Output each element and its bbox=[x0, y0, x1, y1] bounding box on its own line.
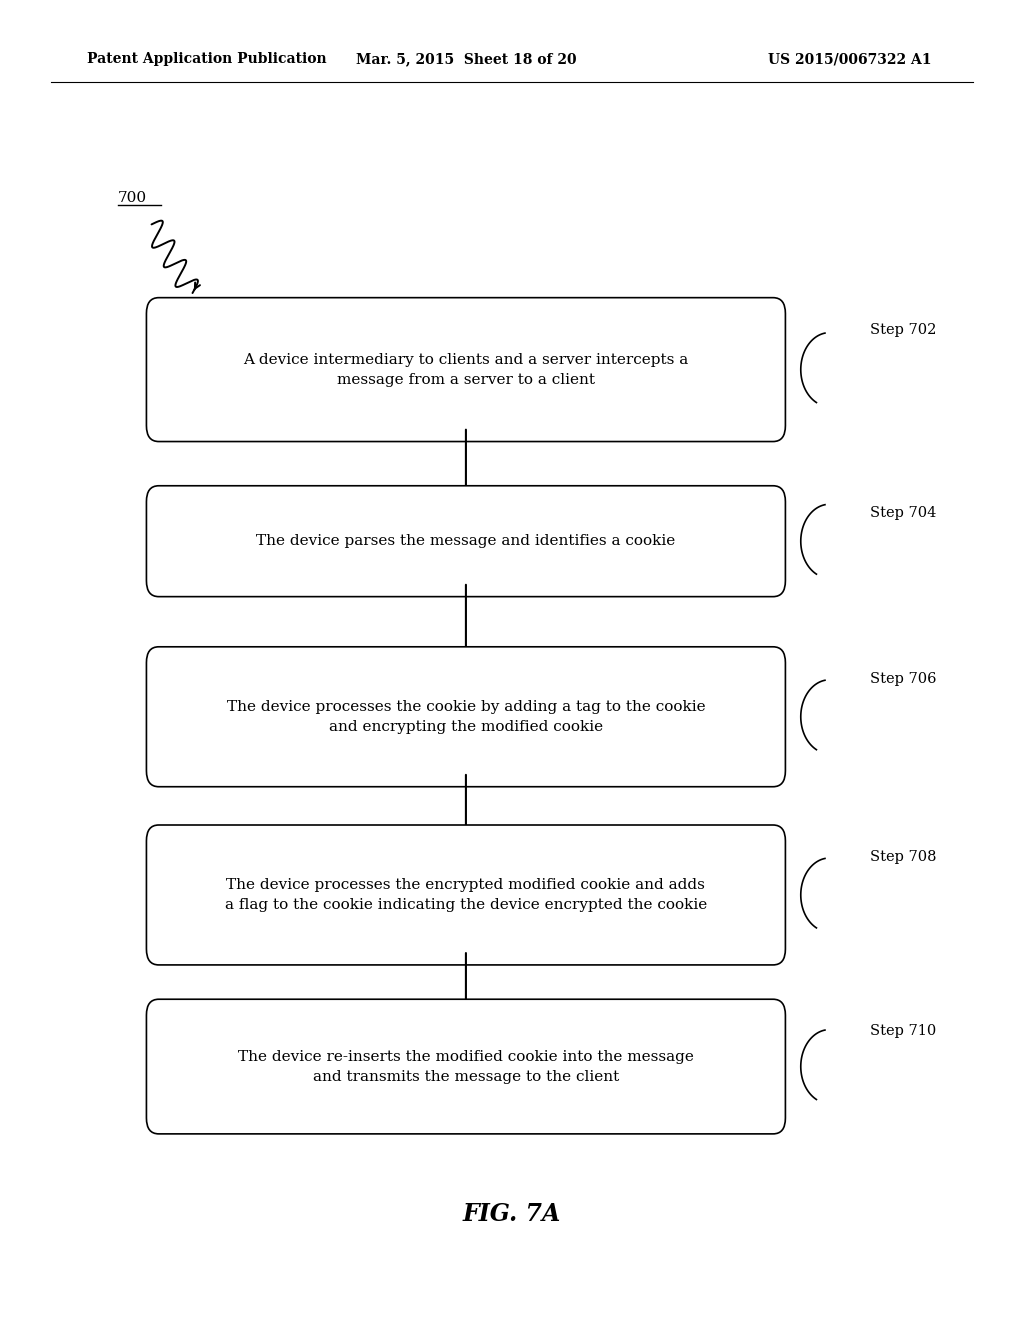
Text: Step 706: Step 706 bbox=[870, 672, 937, 686]
FancyBboxPatch shape bbox=[146, 825, 785, 965]
Text: The device processes the cookie by adding a tag to the cookie
and encrypting the: The device processes the cookie by addin… bbox=[226, 700, 706, 734]
Text: Mar. 5, 2015  Sheet 18 of 20: Mar. 5, 2015 Sheet 18 of 20 bbox=[355, 53, 577, 66]
Text: Patent Application Publication: Patent Application Publication bbox=[87, 53, 327, 66]
Text: US 2015/0067322 A1: US 2015/0067322 A1 bbox=[768, 53, 932, 66]
Text: The device parses the message and identifies a cookie: The device parses the message and identi… bbox=[256, 535, 676, 548]
FancyBboxPatch shape bbox=[146, 999, 785, 1134]
FancyBboxPatch shape bbox=[146, 486, 785, 597]
Text: The device processes the encrypted modified cookie and adds
a flag to the cookie: The device processes the encrypted modif… bbox=[225, 878, 707, 912]
Text: Step 708: Step 708 bbox=[870, 850, 937, 865]
Text: Step 710: Step 710 bbox=[870, 1023, 937, 1038]
FancyBboxPatch shape bbox=[146, 298, 785, 441]
Text: 700: 700 bbox=[118, 190, 146, 205]
Text: Step 702: Step 702 bbox=[870, 323, 937, 338]
Text: Step 704: Step 704 bbox=[870, 507, 937, 520]
FancyBboxPatch shape bbox=[146, 647, 785, 787]
Text: The device re-inserts the modified cookie into the message
and transmits the mes: The device re-inserts the modified cooki… bbox=[238, 1049, 694, 1084]
Text: A device intermediary to clients and a server intercepts a
message from a server: A device intermediary to clients and a s… bbox=[244, 352, 688, 387]
Text: FIG. 7A: FIG. 7A bbox=[463, 1203, 561, 1226]
